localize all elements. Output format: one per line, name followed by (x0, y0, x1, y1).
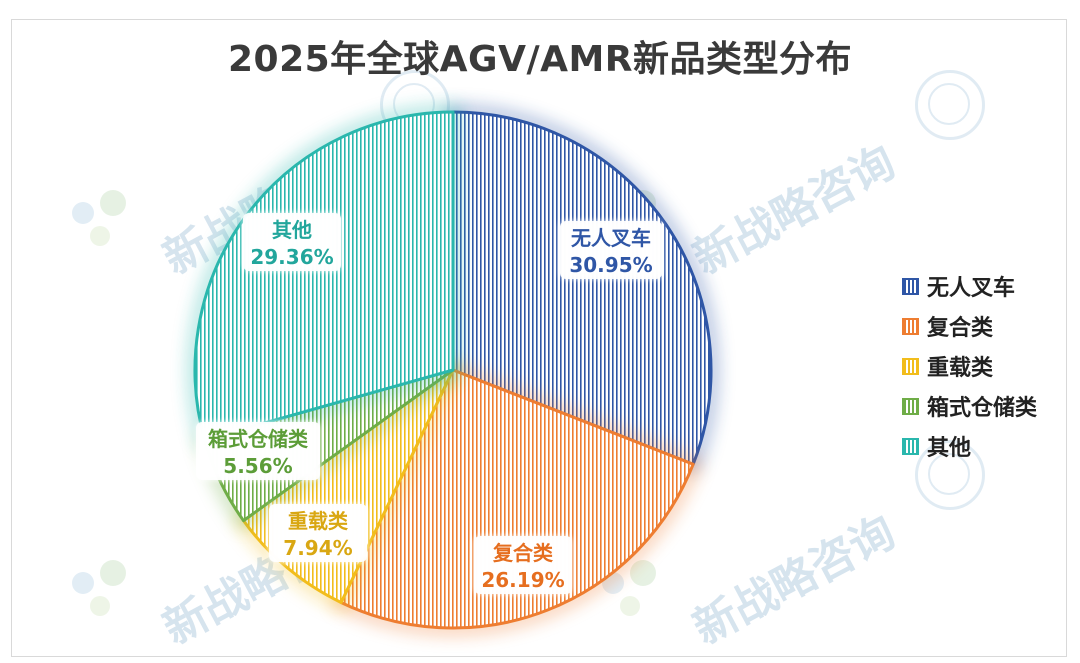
legend-item: 无人叉车 (902, 266, 1037, 306)
data-label-4: 箱式仓储类 5.56% (196, 422, 320, 480)
data-label-value: 30.95% (569, 253, 652, 277)
data-label-category: 无人叉车 (571, 226, 651, 250)
watermark-seal-icon (915, 440, 985, 510)
data-label-value: 7.94% (283, 536, 352, 560)
chart-title: 2025年全球AGV/AMR新品类型分布 (227, 39, 853, 80)
data-label-3: 重载类 7.94% (269, 504, 367, 562)
watermark-logo-icon (70, 560, 140, 630)
watermark-logo-icon (600, 560, 670, 630)
data-label-category: 其他 (272, 218, 312, 242)
legend-label: 箱式仓储类 (927, 396, 1038, 421)
data-label-value: 5.56% (223, 454, 292, 478)
pie-slice-1 (451, 110, 713, 466)
data-label-value: 26.19% (481, 568, 564, 592)
legend-swatch (902, 277, 919, 295)
data-label-value: 29.36% (250, 245, 333, 269)
legend-item: 重载类 (902, 346, 1037, 386)
legend-item: 其他 (902, 426, 1037, 466)
legend-label: 其他 (927, 436, 972, 461)
data-label-category: 重载类 (288, 509, 348, 533)
pie-slice-2 (339, 368, 695, 630)
legend-label: 无人叉车 (927, 276, 1016, 301)
data-label-5: 其他 29.36% (243, 213, 341, 271)
watermark-seal-icon (915, 70, 985, 140)
legend-label: 重载类 (927, 356, 994, 381)
watermark-logo-icon (70, 190, 140, 260)
data-label-category: 复合类 (492, 541, 553, 565)
data-label-2: 复合类 26.19% (474, 536, 572, 594)
legend-swatch (902, 397, 919, 415)
chart-legend: 无人叉车复合类重载类箱式仓储类其他 (902, 266, 1037, 466)
legend-swatch (902, 317, 919, 335)
data-label-category: 箱式仓储类 (208, 427, 308, 451)
legend-item: 箱式仓储类 (902, 386, 1037, 426)
legend-swatch (902, 437, 919, 455)
legend-swatch (902, 357, 919, 375)
legend-label: 复合类 (927, 316, 994, 341)
legend-item: 复合类 (902, 306, 1037, 346)
data-label-1: 无人叉车 30.95% (560, 221, 662, 279)
